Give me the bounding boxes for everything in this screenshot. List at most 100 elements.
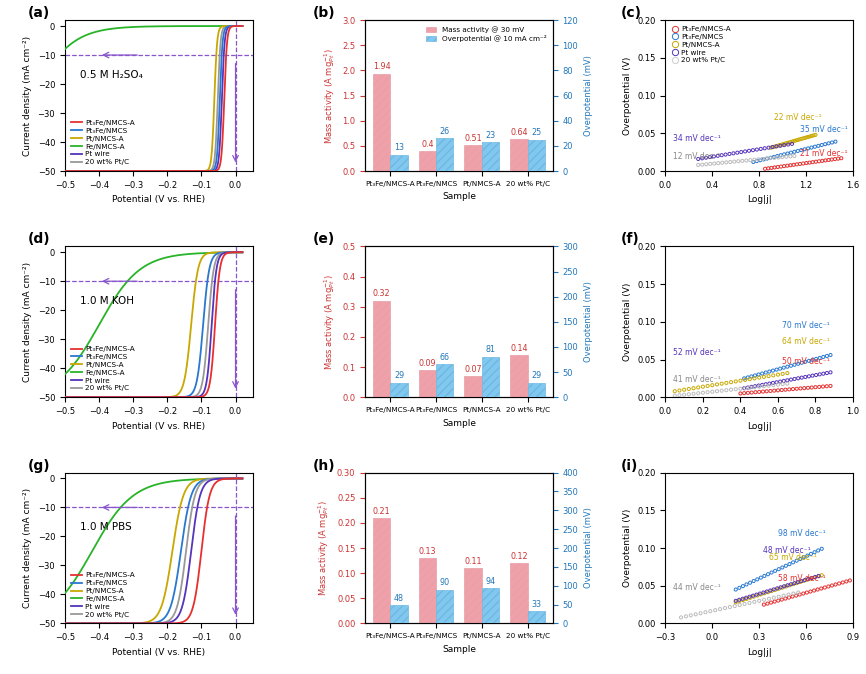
Y-axis label: Overpotential (mV): Overpotential (mV): [584, 508, 593, 588]
Point: [832, 578, 846, 589]
Point: [718, 603, 732, 613]
Point: [776, 379, 790, 390]
Legend: Pt₃Fe/NMCS-A, Pt₃Fe/NMCS, Pt/NMCS-A, Fe/NMCS-A, Pt wire, 20 wt% Pt/C: Pt₃Fe/NMCS-A, Pt₃Fe/NMCS, Pt/NMCS-A, Fe/…: [68, 118, 137, 167]
Point: [772, 584, 785, 594]
Point: [792, 587, 805, 598]
Point: [767, 141, 781, 152]
X-axis label: Log|j|: Log|j|: [746, 648, 772, 656]
Point: [801, 131, 815, 142]
Legend: Pt₃Fe/NMCS-A, Pt₃Fe/NMCS, Pt/NMCS-A, Pt wire, 20 wt% Pt/C: Pt₃Fe/NMCS-A, Pt₃Fe/NMCS, Pt/NMCS-A, Pt …: [669, 24, 734, 65]
Point: [787, 578, 801, 588]
Point: [807, 130, 821, 141]
Point: [777, 149, 791, 160]
Bar: [418, 558, 436, 623]
Point: [758, 163, 772, 174]
Point: [747, 381, 761, 392]
Point: [780, 378, 794, 389]
Point: [815, 570, 829, 580]
Point: [790, 578, 804, 588]
Point: [752, 154, 766, 164]
Point: [745, 387, 759, 398]
Point: [734, 147, 748, 158]
Point: [773, 150, 787, 160]
Point: [729, 384, 743, 394]
Point: [781, 137, 795, 148]
Point: [793, 576, 807, 587]
Point: [781, 139, 795, 150]
Point: [757, 154, 771, 165]
Point: [811, 140, 825, 151]
Y-axis label: Overpotential (V): Overpotential (V): [623, 57, 631, 135]
Legend: Mass activity @ 30 mV, Overpotential @ 10 mA cm⁻²: Mass activity @ 30 mV, Overpotential @ 1…: [423, 24, 549, 44]
Point: [761, 163, 775, 174]
Point: [714, 150, 728, 160]
Point: [764, 386, 778, 396]
Point: [755, 379, 769, 390]
Point: [811, 571, 825, 582]
Point: [784, 151, 798, 162]
Point: [757, 594, 771, 605]
Point: [701, 387, 714, 398]
Point: [762, 366, 776, 377]
Y-axis label: Current density (mA cm⁻²): Current density (mA cm⁻²): [23, 262, 32, 382]
Point: [733, 582, 746, 593]
Point: [759, 386, 773, 397]
Point: [799, 158, 813, 168]
Bar: [464, 376, 481, 397]
Point: [742, 146, 756, 156]
Point: [786, 557, 800, 568]
Point: [792, 589, 806, 600]
Point: [748, 370, 762, 381]
Point: [738, 375, 752, 386]
Point: [747, 596, 761, 607]
Point: [740, 592, 753, 603]
Point: [740, 594, 753, 605]
Point: [795, 357, 809, 368]
Point: [839, 576, 853, 587]
Text: 0.13: 0.13: [418, 547, 436, 556]
Point: [677, 390, 691, 400]
Text: (d): (d): [28, 233, 50, 247]
Point: [746, 145, 759, 156]
Point: [815, 156, 829, 166]
Legend: Pt₃Fe/NMCS-A, Pt₃Fe/NMCS, Pt/NMCS-A, Fe/NMCS-A, Pt wire, 20 wt% Pt/C: Pt₃Fe/NMCS-A, Pt₃Fe/NMCS, Pt/NMCS-A, Fe/…: [68, 570, 137, 620]
Text: 1.0 M KOH: 1.0 M KOH: [80, 296, 134, 306]
Point: [775, 152, 789, 162]
Point: [701, 381, 714, 392]
Text: 33: 33: [532, 600, 541, 609]
Bar: [436, 364, 454, 397]
Point: [750, 574, 764, 585]
Point: [813, 369, 827, 379]
Point: [824, 367, 837, 377]
Point: [825, 137, 839, 148]
Point: [757, 381, 771, 392]
Point: [761, 569, 775, 580]
Point: [820, 381, 834, 392]
Text: 66: 66: [440, 353, 449, 362]
Point: [777, 590, 791, 601]
Point: [766, 142, 779, 152]
Point: [808, 547, 822, 557]
Point: [818, 155, 832, 166]
Point: [727, 156, 741, 167]
Point: [770, 377, 784, 388]
Point: [778, 140, 792, 150]
Text: 64 mV dec⁻¹: 64 mV dec⁻¹: [782, 338, 830, 346]
Text: 29: 29: [531, 371, 541, 380]
Point: [783, 137, 797, 148]
Point: [746, 576, 760, 586]
Point: [775, 582, 789, 593]
Point: [824, 381, 837, 392]
Point: [831, 153, 845, 164]
Point: [762, 380, 776, 391]
Text: (g): (g): [28, 458, 50, 472]
Point: [820, 367, 834, 378]
Point: [798, 371, 812, 382]
Text: 13: 13: [394, 144, 404, 152]
Point: [673, 385, 687, 396]
Point: [737, 383, 751, 394]
Text: (f): (f): [620, 233, 639, 247]
Point: [766, 142, 779, 152]
Point: [762, 371, 776, 381]
Point: [746, 591, 760, 602]
